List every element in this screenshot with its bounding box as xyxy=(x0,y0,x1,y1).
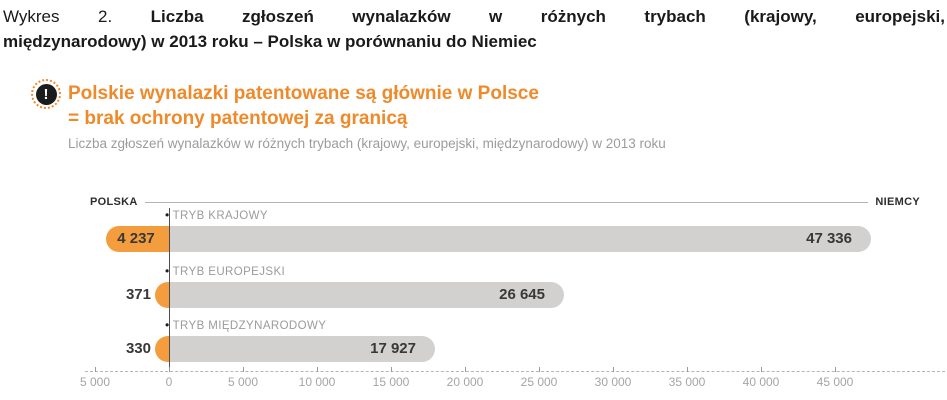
category-label: • TRYB MIĘDZYNARODOWY xyxy=(165,318,326,332)
category-label-text: TRYB EUROPEJSKI xyxy=(172,266,286,278)
chart-subtitle: Liczba zgłoszeń wynalazków w różnych try… xyxy=(68,136,666,151)
bar-germany: 47 336 xyxy=(170,226,871,252)
callout-heading-line1: Polskie wynalazki patentowane są głównie… xyxy=(68,83,539,104)
figure-title-text: Liczba zgłoszeń wynalazków w różnych try… xyxy=(150,7,945,26)
axis-tick-label: 35 000 xyxy=(668,375,706,389)
axis-tick-mark xyxy=(539,367,540,372)
zero-axis-line xyxy=(169,208,170,371)
bar-germany: 17 927 xyxy=(170,336,435,362)
axis-tick-label: 45 000 xyxy=(816,375,854,389)
germany-value: 26 645 xyxy=(499,286,545,303)
axis-tick-mark xyxy=(687,367,688,372)
callout-heading: Polskie wynalazki patentowane są głównie… xyxy=(68,81,539,131)
figure-number: Wykres 2. xyxy=(3,7,113,26)
bar-poland xyxy=(155,282,169,308)
bar-germany: 26 645 xyxy=(170,282,564,308)
axis-tick-mark xyxy=(613,367,614,372)
bullet-icon: • xyxy=(165,264,170,278)
callout-heading-line2: = brak ochrony patentowej za granicą xyxy=(68,108,408,129)
exclamation-icon-glyph: ! xyxy=(35,83,57,105)
bullet-icon: • xyxy=(165,208,170,222)
bar-chart: POLSKA NIEMCY • TRYB KRAJOWY 4 237 47 336 • T… xyxy=(0,195,947,400)
poland-value: 371 xyxy=(125,286,151,303)
category-label: • TRYB EUROPEJSKI xyxy=(165,264,285,278)
left-series-label: POLSKA xyxy=(90,196,138,208)
category-label-text: TRYB KRAJOWY xyxy=(172,210,268,222)
poland-value: 4 237 xyxy=(117,230,155,247)
figure-title-line2: międzynarodowy) w 2013 roku – Polska w p… xyxy=(3,32,537,51)
axis-tick-label: 25 000 xyxy=(520,375,558,389)
germany-value: 47 336 xyxy=(806,230,852,247)
axis-tick-mark xyxy=(95,367,96,372)
axis-tick-mark xyxy=(761,367,762,372)
figure-title-line1: Wykres 2. Liczba zgłoszeń wynalazków w r… xyxy=(3,4,945,29)
poland-value: 330 xyxy=(125,340,151,357)
axis-tick-label: 10 000 xyxy=(298,375,336,389)
category-label: • TRYB KRAJOWY xyxy=(165,208,268,222)
header-connector-line xyxy=(144,201,869,203)
category-label-text: TRYB MIĘDZYNARODOWY xyxy=(172,320,327,332)
axis-tick-mark xyxy=(391,367,392,372)
chart-side-header: POLSKA NIEMCY xyxy=(90,195,920,209)
bar-poland: 4 237 xyxy=(106,226,169,252)
bar-poland xyxy=(155,336,169,362)
axis-tick-label: 0 xyxy=(165,375,173,389)
axis-tick-label: 5 000 xyxy=(79,375,111,389)
x-axis-line xyxy=(85,371,945,372)
axis-tick-label: 40 000 xyxy=(742,375,780,389)
germany-value: 17 927 xyxy=(370,340,416,357)
right-series-label: NIEMCY xyxy=(875,196,920,208)
axis-tick-label: 5 000 xyxy=(227,375,259,389)
axis-tick-label: 20 000 xyxy=(446,375,484,389)
axis-tick-mark xyxy=(317,367,318,372)
axis-tick-mark xyxy=(169,367,170,372)
axis-tick-mark xyxy=(465,367,466,372)
figure-title: Wykres 2. Liczba zgłoszeń wynalazków w r… xyxy=(3,4,945,54)
axis-tick-mark xyxy=(835,367,836,372)
axis-tick-label: 15 000 xyxy=(372,375,410,389)
axis-tick-label: 30 000 xyxy=(594,375,632,389)
axis-tick-mark xyxy=(243,367,244,372)
bullet-icon: • xyxy=(165,318,170,332)
exclamation-icon: ! xyxy=(31,79,61,109)
